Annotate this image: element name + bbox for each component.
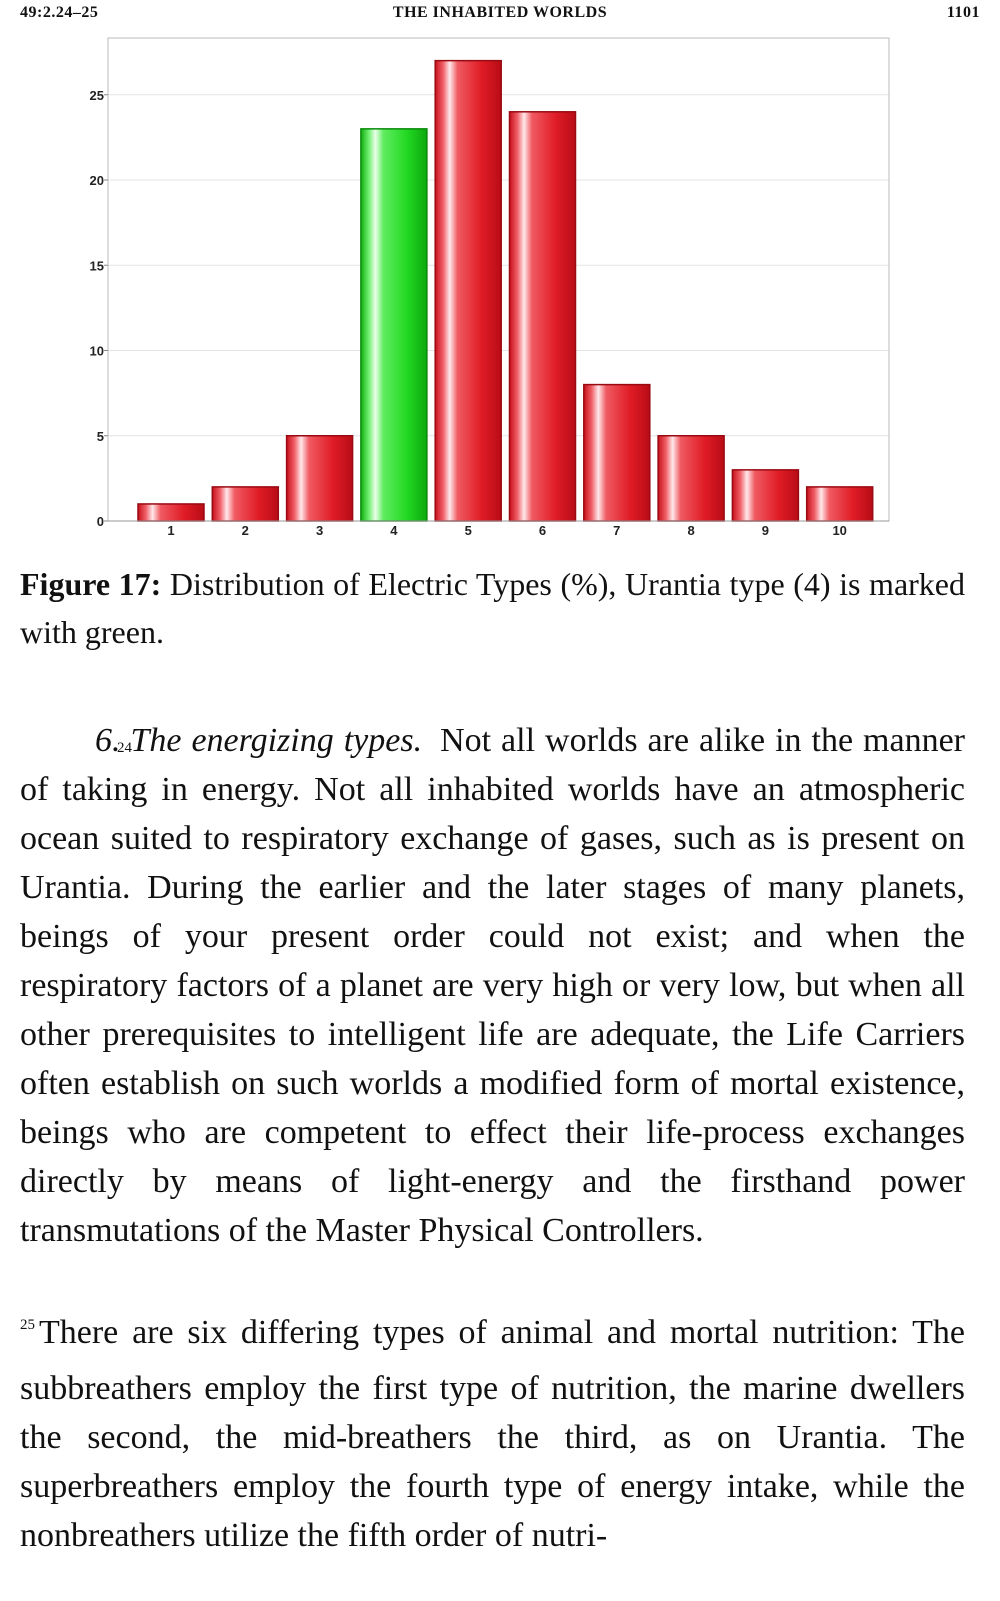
paragraph-text: There are six differing types of animal … bbox=[20, 1314, 965, 1554]
paragraph-25: 25 There are six differing types of anima… bbox=[20, 1308, 965, 1560]
section-reference: 49:2.24–25 bbox=[20, 4, 99, 21]
bar bbox=[285, 435, 354, 522]
bar bbox=[805, 486, 874, 522]
bar bbox=[434, 59, 502, 522]
x-tick-label: 7 bbox=[613, 523, 620, 538]
bar bbox=[508, 111, 577, 522]
figure-caption: Figure 17: Distribution of Electric Type… bbox=[20, 560, 965, 656]
x-tick-label: 3 bbox=[316, 523, 323, 538]
x-axis-ticks: 1 2 3 4 5 6 7 8 9 10 bbox=[108, 520, 889, 538]
bar-highlighted bbox=[360, 128, 428, 522]
x-tick-label: 5 bbox=[465, 523, 472, 538]
x-tick-label: 4 bbox=[390, 523, 398, 538]
page-number: 1101 bbox=[946, 4, 980, 21]
bar bbox=[137, 503, 205, 522]
x-tick-label: 2 bbox=[242, 523, 249, 538]
y-tick-label: 20 bbox=[90, 173, 104, 188]
paragraph-number: 25 bbox=[20, 1317, 35, 1333]
x-tick-label: 9 bbox=[762, 523, 769, 538]
y-tick-label: 5 bbox=[97, 429, 104, 444]
bar bbox=[211, 486, 280, 522]
bar bbox=[731, 469, 800, 522]
page-header: 49:2.24–25 THE INHABITED WORLDS 1101 bbox=[20, 4, 980, 28]
bars-group bbox=[137, 59, 874, 522]
x-tick-label: 1 bbox=[167, 523, 174, 538]
running-title: THE INHABITED WORLDS bbox=[392, 4, 608, 21]
bar bbox=[583, 383, 651, 522]
x-tick-label: 10 bbox=[832, 523, 846, 538]
y-tick-label: 0 bbox=[97, 514, 104, 529]
paragraph-lead: 6. The energizing types. bbox=[95, 722, 423, 759]
figure-caption-text: Distribution of Electric Types (%), Uran… bbox=[20, 566, 966, 650]
paragraph-text: Not all worlds are alike in the manner o… bbox=[20, 722, 965, 1249]
x-tick-label: 6 bbox=[539, 523, 546, 538]
x-tick-label: 8 bbox=[687, 523, 694, 538]
bar bbox=[657, 435, 725, 522]
y-tick-label: 15 bbox=[90, 258, 104, 273]
paragraph-number: 24 bbox=[117, 740, 132, 756]
paragraph-24: 24 6. The energizing types. Not all worlds… bbox=[20, 716, 965, 1255]
y-tick-label: 25 bbox=[90, 88, 104, 103]
bar-chart: 0 5 10 15 20 25 1 2 3 4 5 6 7 8 9 10 bbox=[90, 37, 890, 538]
y-axis-ticks: 0 5 10 15 20 25 bbox=[90, 88, 108, 529]
y-tick-label: 10 bbox=[90, 344, 104, 359]
figure-label: Figure 17: bbox=[20, 566, 162, 602]
